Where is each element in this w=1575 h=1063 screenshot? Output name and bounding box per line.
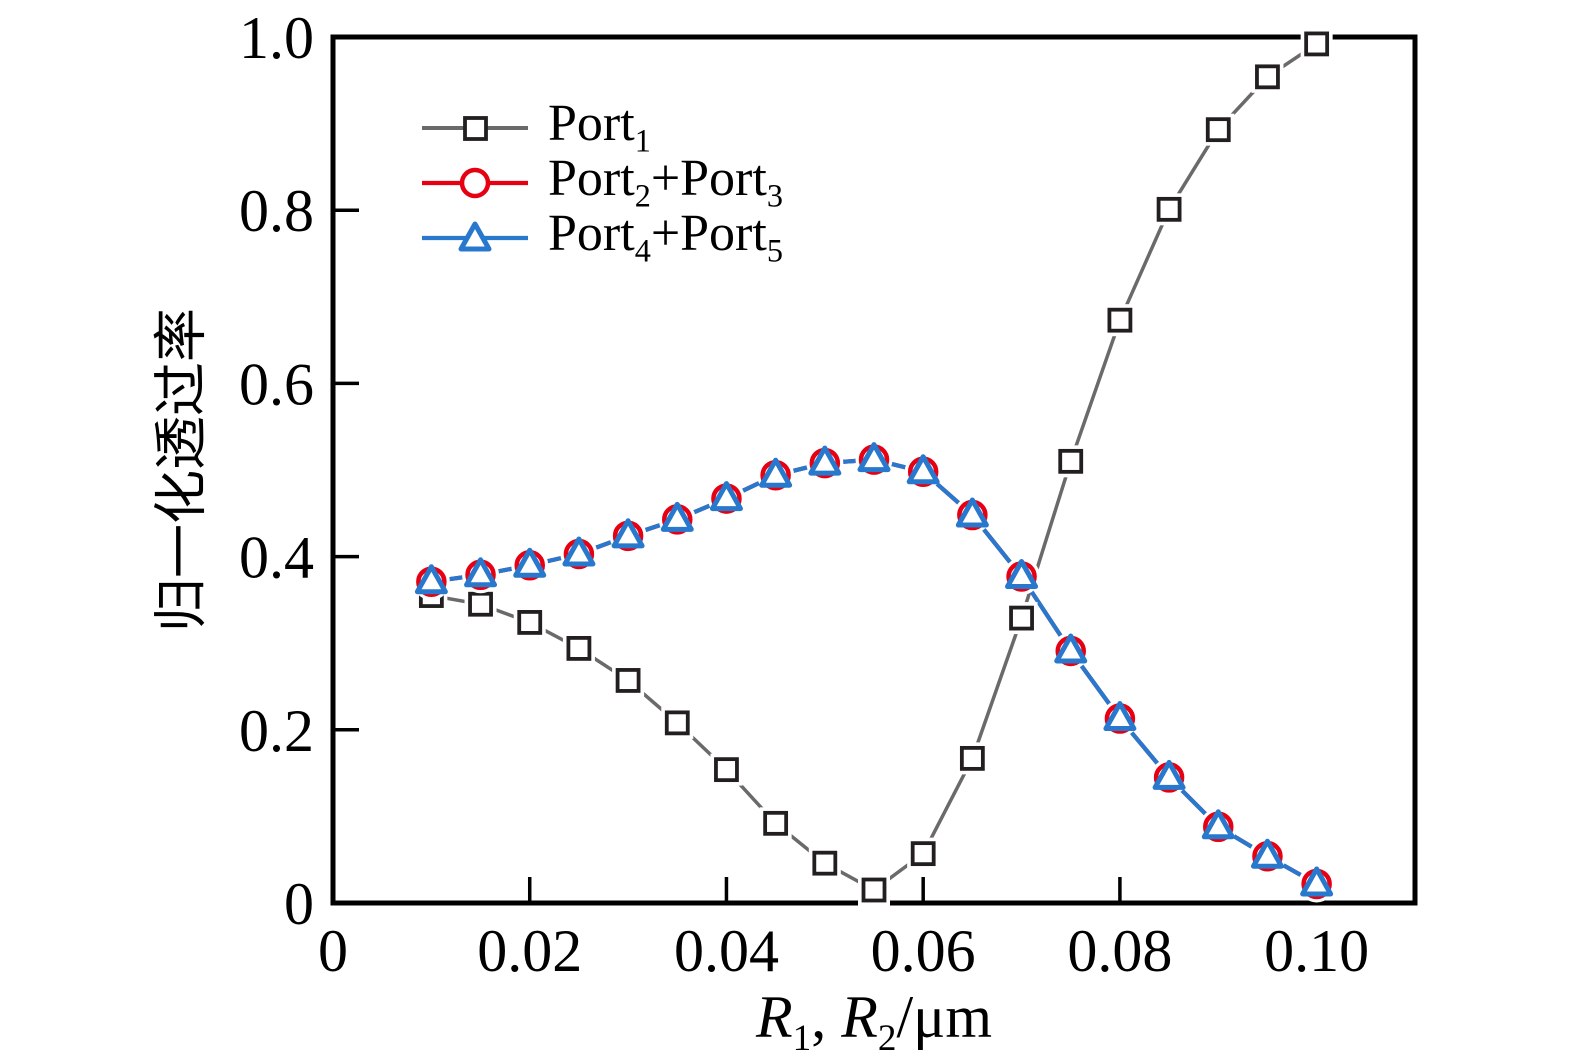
square-marker [1156,196,1182,222]
x-tick-label: 0.10 [1264,918,1369,984]
x-tick-label: 0.02 [477,918,582,984]
square-marker [714,757,739,783]
x-tick-label: 0.08 [1067,918,1172,984]
square-marker [1255,64,1280,90]
x-label-unit: /μm [896,984,992,1050]
square-marker [1205,117,1231,143]
series-line-circle [431,457,1318,886]
y-tick-label: 0 [284,871,314,937]
triangle-marker [955,497,989,528]
x-label-r1: R [755,984,793,1050]
triangle-marker [808,445,842,476]
x-axis-label: R1, R2/μm [333,983,1415,1060]
square-marker [910,841,936,867]
square-marker [959,745,985,771]
legend-label: Port1 [548,95,651,159]
x-tick-label: 0.04 [674,918,779,984]
x-label-sub2: 2 [877,1018,897,1059]
triangle-marker [513,547,547,578]
series-line-triangle [431,457,1318,886]
square-marker [1058,448,1084,474]
legend-swatch-triangle [422,221,528,251]
x-label-comma: , [811,984,842,1050]
triangle-marker [562,536,596,567]
square-marker [763,810,789,836]
square-marker [566,635,592,661]
circle-marker-icon [459,167,491,198]
triangle-marker [660,501,694,532]
square-marker [664,710,690,736]
x-origin-label: 0 [318,918,348,984]
square-marker [1107,307,1133,333]
triangle-marker [1250,838,1284,869]
triangle-marker [1005,559,1039,590]
square-marker [1304,31,1330,57]
y-tick-label: 0.2 [239,698,314,764]
square-marker-icon [463,115,488,141]
square-marker [1009,605,1034,631]
triangle-marker [1300,866,1334,897]
square-marker [517,610,543,635]
square-marker [861,877,887,903]
triangle-marker [1054,633,1088,664]
y-tick-label: 0.8 [239,178,314,244]
x-label-r2: R [841,984,878,1050]
triangle-marker [414,564,448,595]
square-marker [468,591,493,617]
legend-item-port2-port3: Port2+Port3 [420,150,783,214]
y-tick-label: 0.6 [239,351,314,417]
triangle-marker [906,454,940,485]
square-marker [615,668,641,693]
y-tick-label: 0.4 [239,525,314,591]
legend-item-port4-port5: Port4+Port5 [420,205,783,269]
triangle-marker-icon [458,221,492,251]
legend-swatch-circle [422,167,528,198]
triangle-marker [464,557,498,588]
triangle-marker [1103,701,1137,732]
legend-item-port1: Port1 [420,95,783,159]
legend-swatch-square [422,115,528,141]
legend-label: Port4+Port5 [548,205,783,269]
triangle-marker [857,442,891,473]
y-axis-label: 归一化透过率 [151,308,212,632]
triangle-marker [759,457,793,488]
triangle-marker [1152,759,1186,790]
triangle-marker [611,518,645,549]
square-marker [812,850,838,876]
x-label-sub1: 1 [792,1018,812,1059]
triangle-marker [1201,809,1235,840]
x-tick-label: 0.06 [871,918,976,984]
y-tick-label: 1.0 [239,5,314,71]
legend: Port1 Port2+Port3 Port4+Port5 [420,95,783,269]
legend-label: Port2+Port3 [548,150,783,214]
triangle-marker [709,481,743,512]
